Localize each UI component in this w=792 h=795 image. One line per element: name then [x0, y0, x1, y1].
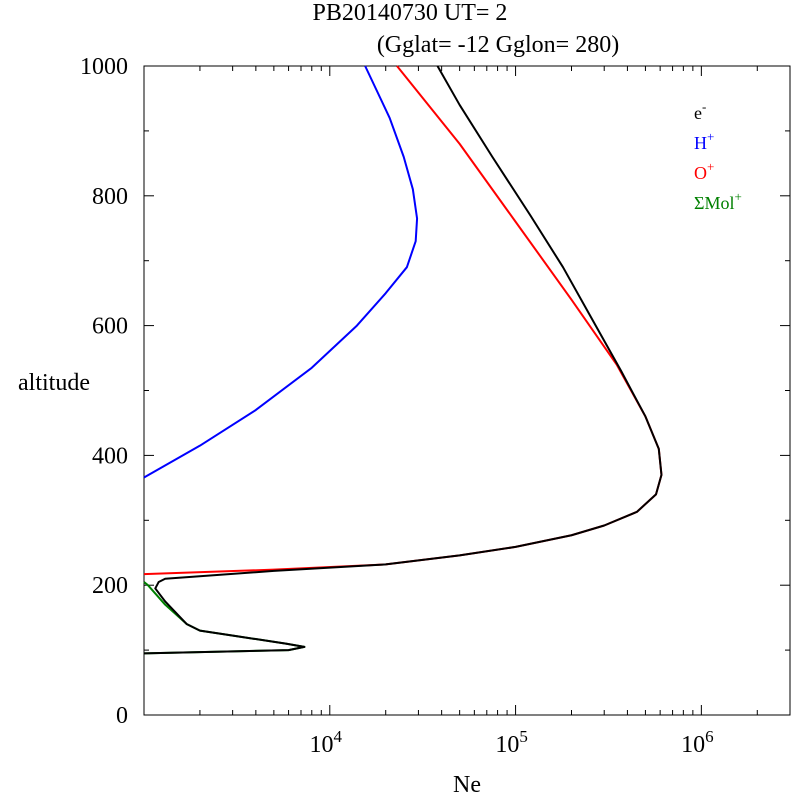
legend: e- H+ O+ ΣMol+ — [694, 99, 742, 213]
y-tick-label: 0 — [116, 703, 128, 729]
y-tick-label: 600 — [92, 314, 128, 340]
axis-ticks — [144, 65, 790, 716]
series-line-hydrogen-ion — [143, 65, 419, 479]
chart-title-line2: (Gglat= -12 Gglon= 280) — [377, 32, 619, 58]
legend-oxygen-ion: O+ — [694, 159, 714, 183]
y-tick-label: 1000 — [80, 54, 128, 80]
y-tick-label: 200 — [92, 573, 128, 599]
x-tick-label: 105 — [495, 727, 528, 758]
y-axis-label: altitude — [18, 370, 90, 396]
series-line-electron — [143, 65, 663, 655]
chart-title-line1: PB20140730 UT= 2 — [313, 0, 508, 26]
series-line-oxygen-ion — [143, 65, 663, 576]
x-tick-labels: 104 105 106 — [310, 727, 714, 758]
legend-molecular-ion: ΣMol+ — [694, 189, 742, 213]
x-tick-label: 106 — [681, 727, 714, 758]
y-tick-labels: 0 200 400 600 800 1000 — [80, 54, 128, 729]
y-tick-label: 400 — [92, 443, 128, 469]
legend-electron: e- — [694, 99, 706, 123]
x-axis-label: Ne — [453, 772, 481, 795]
y-tick-label: 800 — [92, 184, 128, 210]
x-tick-label: 104 — [310, 727, 343, 758]
series-lines — [143, 65, 663, 655]
legend-hydrogen-ion: H+ — [694, 129, 714, 153]
